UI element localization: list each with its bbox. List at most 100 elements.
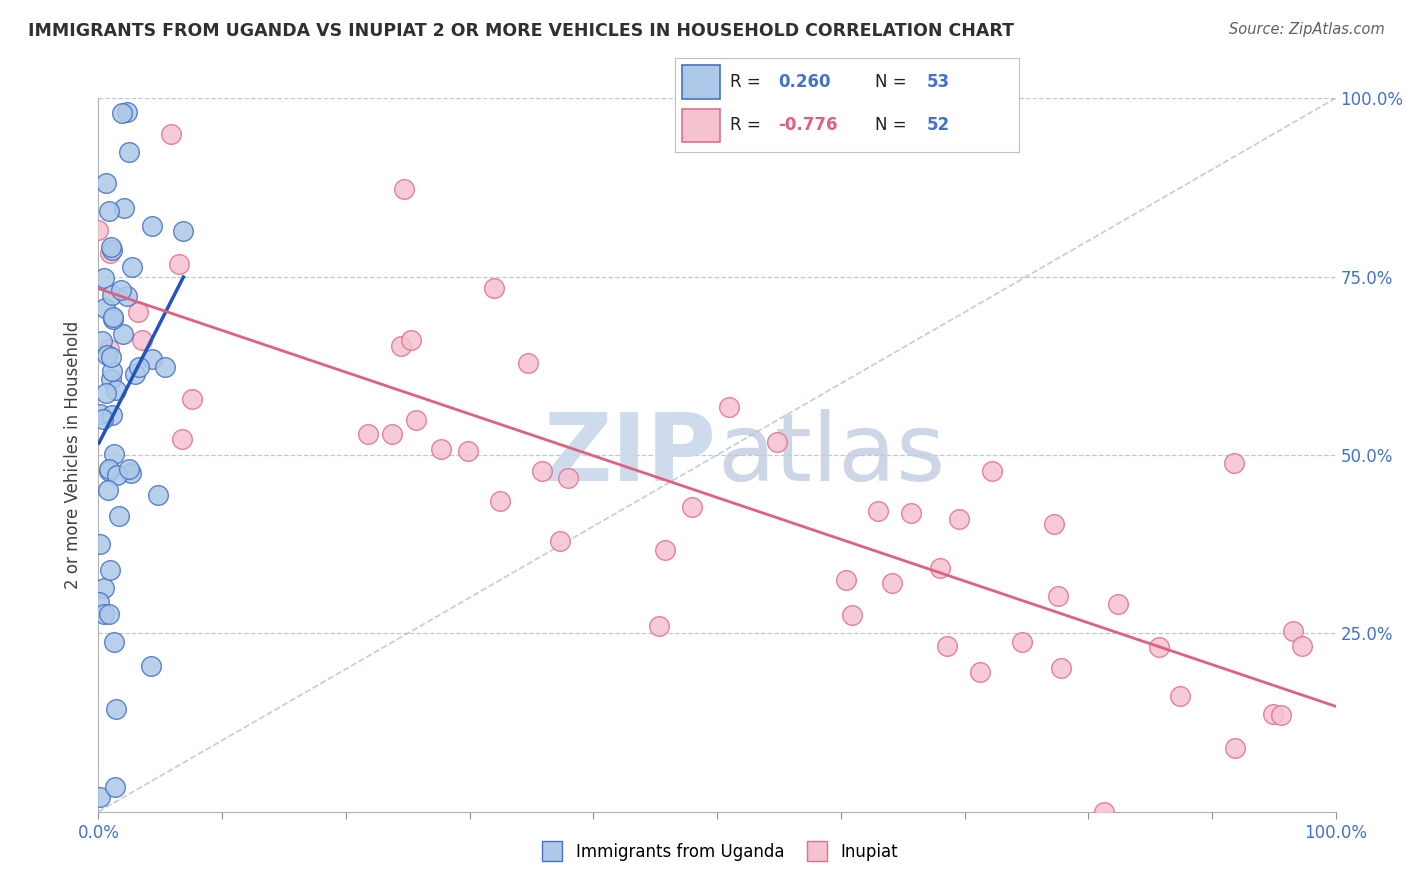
Point <box>93 607 115 621</box>
Point <box>112 327 135 342</box>
Text: N =: N = <box>875 117 911 135</box>
Point <box>104 780 127 794</box>
Point <box>167 257 190 271</box>
Text: 53: 53 <box>927 73 949 91</box>
Point <box>98 343 121 357</box>
Point <box>1049 661 1071 675</box>
Point <box>1043 516 1066 531</box>
Point <box>866 504 889 518</box>
Point <box>103 635 125 649</box>
Point <box>89 407 111 421</box>
Point <box>181 392 204 407</box>
Point <box>118 145 141 160</box>
Point <box>405 413 427 427</box>
Point <box>1168 689 1191 703</box>
Point <box>153 360 176 375</box>
Point <box>101 408 124 422</box>
Point <box>94 176 117 190</box>
Point <box>97 462 120 476</box>
Point <box>87 223 110 237</box>
Point <box>103 447 125 461</box>
Point <box>159 127 181 141</box>
Point <box>1261 706 1284 721</box>
Point <box>100 350 122 364</box>
Bar <box>682 65 720 99</box>
Point <box>980 464 1002 478</box>
Point <box>835 573 858 587</box>
Point <box>98 563 121 577</box>
Point <box>1092 805 1115 819</box>
Point <box>127 305 149 319</box>
Text: R =: R = <box>730 73 766 91</box>
Text: IMMIGRANTS FROM UGANDA VS INUPIAT 2 OR MORE VEHICLES IN HOUSEHOLD CORRELATION CH: IMMIGRANTS FROM UGANDA VS INUPIAT 2 OR M… <box>28 22 1014 40</box>
Point <box>1291 639 1313 653</box>
Point <box>117 461 139 475</box>
Point <box>1282 624 1305 639</box>
Point <box>105 702 128 716</box>
Point <box>1046 589 1069 603</box>
Point <box>936 639 959 653</box>
Point <box>91 412 114 426</box>
Point <box>1011 635 1033 649</box>
Point <box>146 488 169 502</box>
Point <box>517 356 540 370</box>
Point <box>1107 597 1129 611</box>
Point <box>93 581 115 595</box>
Point <box>97 483 120 497</box>
Text: Source: ZipAtlas.com: Source: ZipAtlas.com <box>1229 22 1385 37</box>
Text: N =: N = <box>875 73 911 91</box>
Bar <box>682 109 720 142</box>
Text: R =: R = <box>730 117 766 135</box>
Point <box>141 659 163 673</box>
Point <box>389 339 412 353</box>
Point <box>120 466 142 480</box>
Y-axis label: 2 or more Vehicles in Household: 2 or more Vehicles in Household <box>65 321 83 589</box>
Point <box>530 464 553 478</box>
Text: ZIP: ZIP <box>544 409 717 501</box>
Point <box>108 509 131 524</box>
Point <box>98 464 121 478</box>
Point <box>110 283 132 297</box>
Point <box>969 665 991 680</box>
Text: atlas: atlas <box>717 409 945 501</box>
Point <box>131 333 153 347</box>
Point <box>128 360 150 375</box>
Point <box>1223 741 1246 756</box>
Point <box>93 271 115 285</box>
Text: 52: 52 <box>927 117 949 135</box>
Point <box>124 367 146 381</box>
Point <box>557 470 579 484</box>
Point <box>1223 456 1246 470</box>
Point <box>765 435 787 450</box>
Point <box>111 105 134 120</box>
Point <box>457 443 479 458</box>
Point <box>105 468 128 483</box>
Point <box>489 494 512 508</box>
Point <box>104 384 127 398</box>
Point <box>97 203 120 218</box>
Point <box>112 201 135 215</box>
Point <box>430 442 453 456</box>
Point <box>900 506 922 520</box>
Point <box>948 512 970 526</box>
Point <box>87 595 110 609</box>
Point <box>89 536 111 550</box>
Point <box>141 219 163 234</box>
Point <box>94 301 117 315</box>
Point <box>357 427 380 442</box>
Point <box>101 364 124 378</box>
Point <box>392 182 415 196</box>
Point <box>717 400 740 414</box>
Point <box>97 607 120 621</box>
Point <box>89 790 111 805</box>
Point <box>115 105 138 120</box>
Point <box>841 607 863 622</box>
Point <box>94 386 117 401</box>
Point <box>90 334 112 349</box>
Point <box>1147 640 1170 654</box>
Point <box>681 500 703 515</box>
Point <box>1270 708 1292 723</box>
Point <box>172 224 194 238</box>
Point <box>401 333 423 347</box>
Point <box>121 260 143 275</box>
